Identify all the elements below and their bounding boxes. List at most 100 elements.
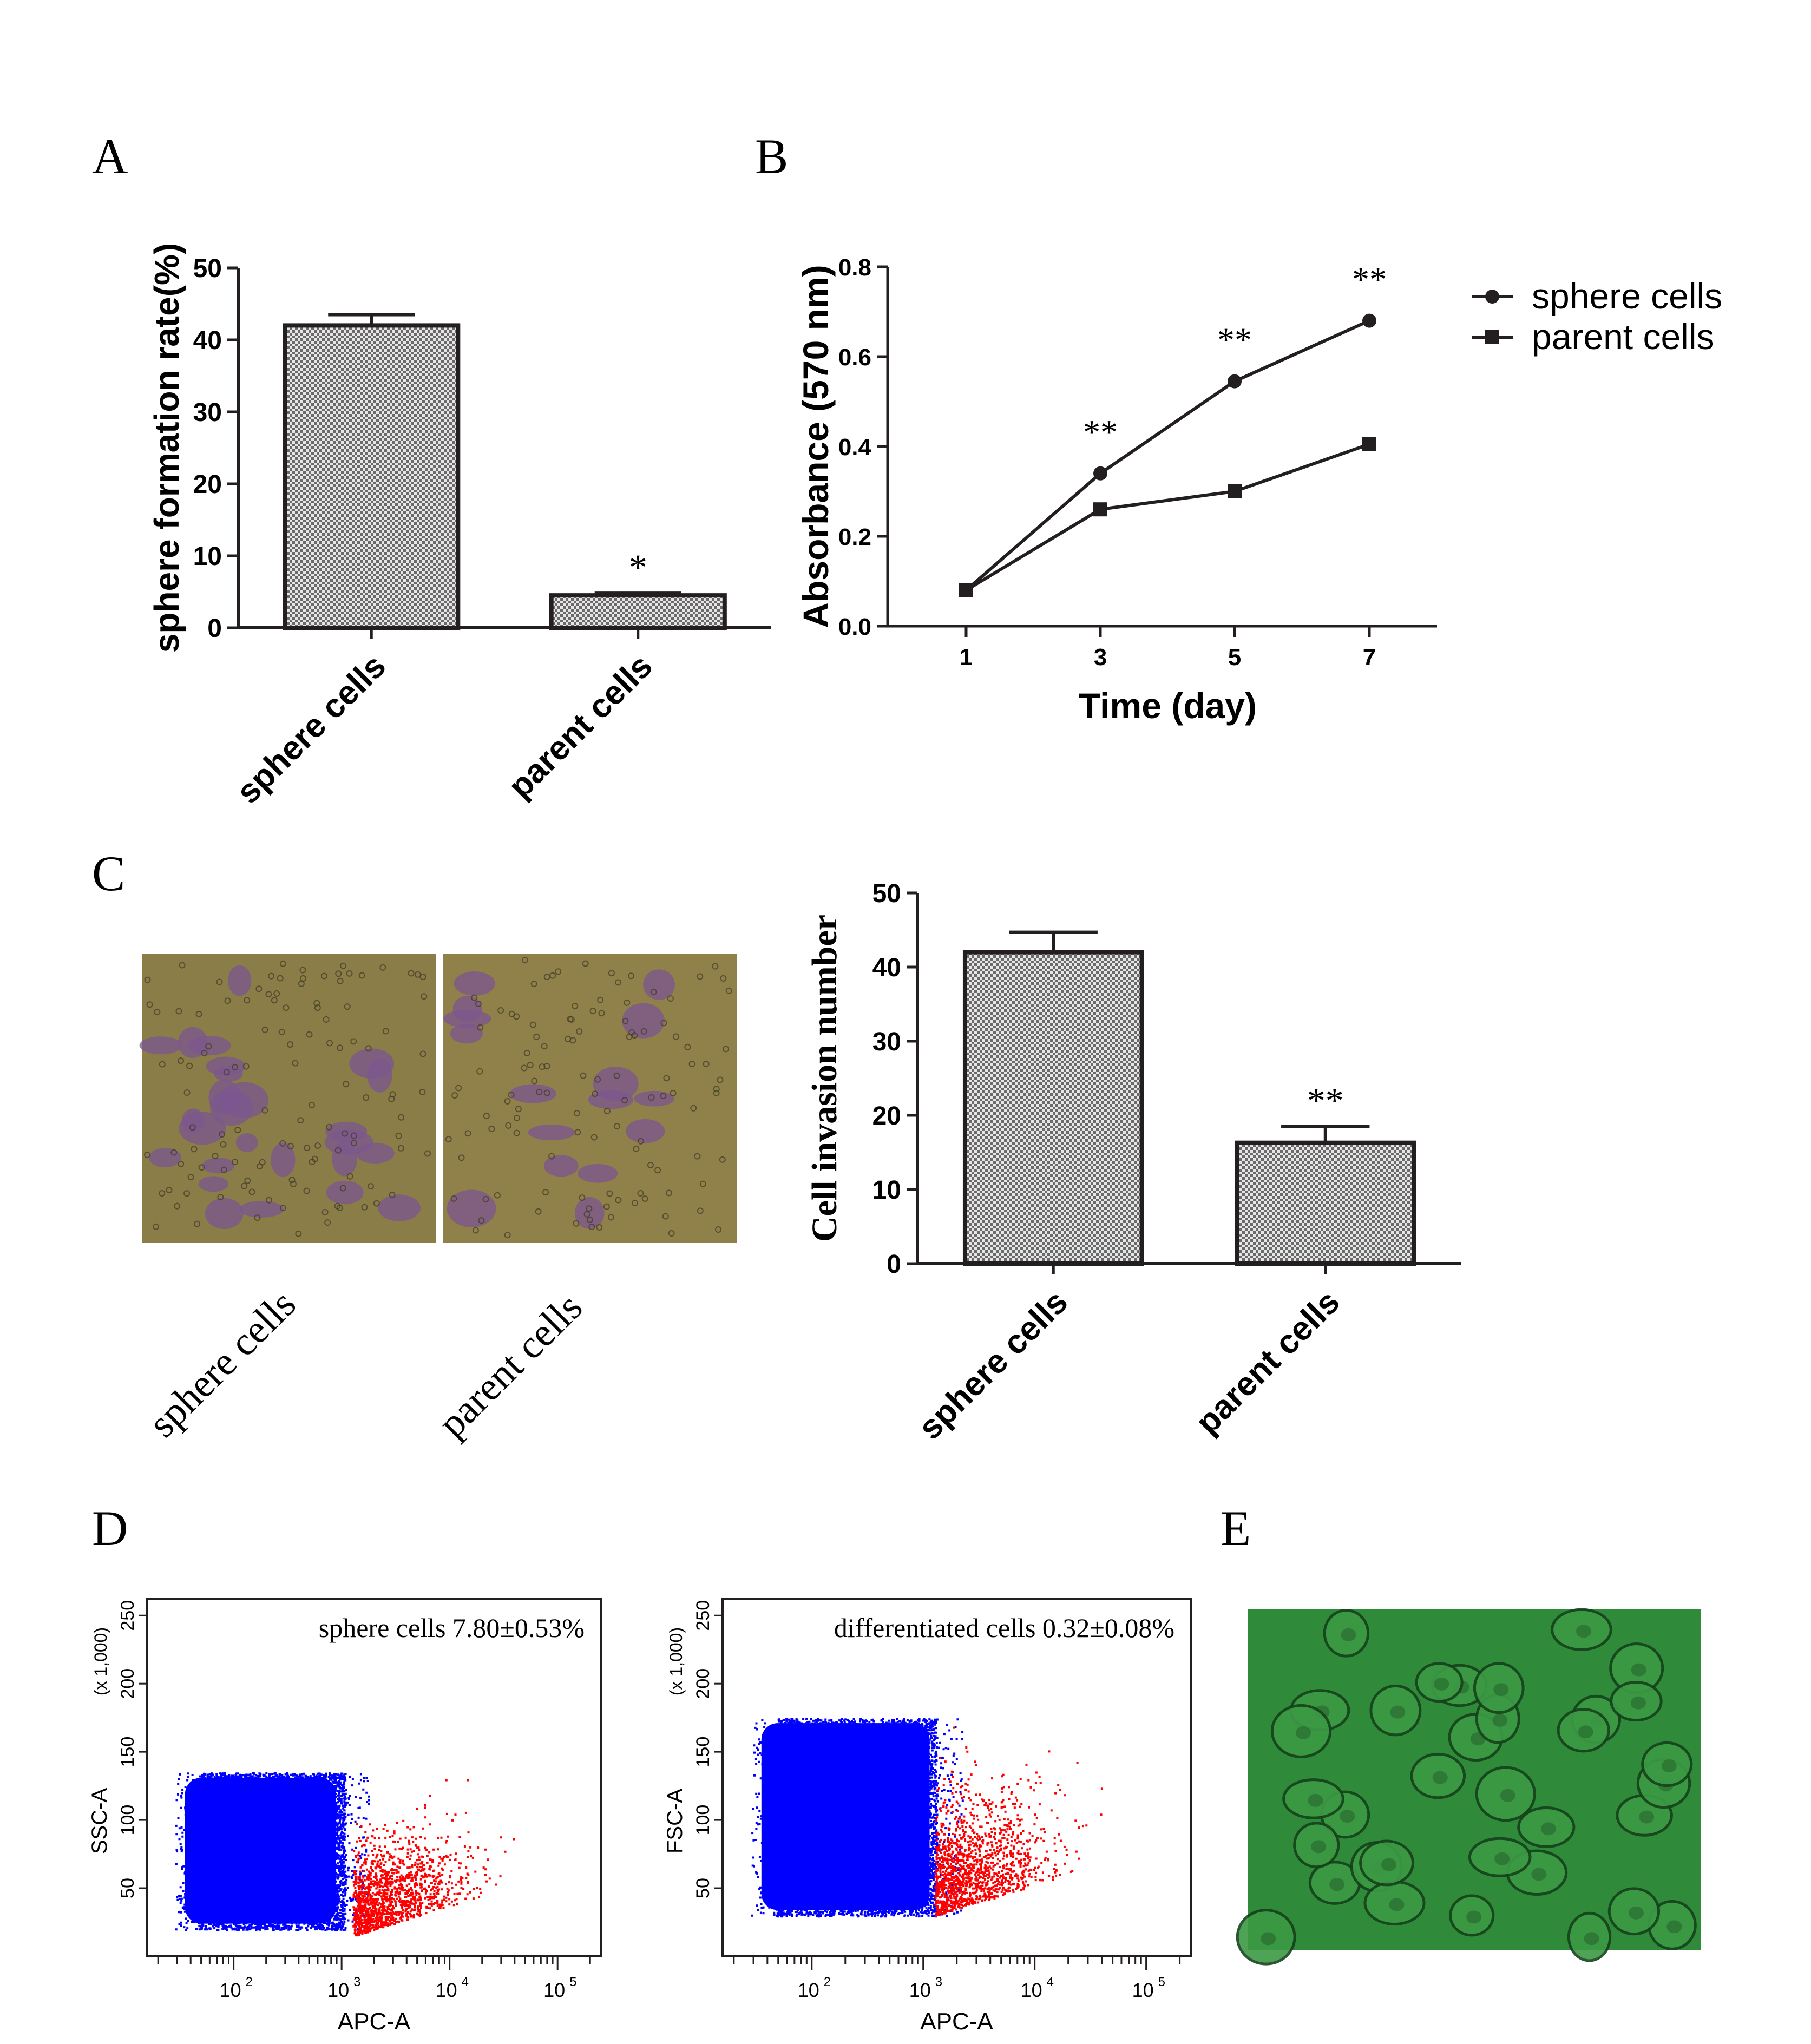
panel-label-e: E [1221, 1501, 1251, 1556]
cell-nucleus [1661, 1759, 1677, 1772]
membrane-pore [220, 1141, 227, 1148]
membrane-pore [170, 1149, 178, 1156]
panel-label-a: A [92, 129, 128, 184]
membrane-pore [603, 1108, 611, 1115]
gate-annotation: differentiated cells 0.32±0.08% [834, 1613, 1174, 1643]
membrane-pore [334, 1202, 341, 1210]
x-tick-exponent: 3 [935, 1975, 942, 1989]
cell-nucleus [1500, 1789, 1515, 1802]
membrane-pore [397, 1145, 404, 1152]
membrane-pore [421, 993, 428, 1000]
membrane-pore [279, 960, 286, 967]
membrane-pore [326, 1040, 333, 1047]
membrane-pore [608, 1214, 615, 1221]
membrane-pore [308, 1102, 315, 1109]
membrane-pore [694, 1153, 701, 1160]
stained-cell [178, 1027, 208, 1059]
data-point [1228, 374, 1242, 389]
membrane-pore [195, 1010, 202, 1017]
cell-nucleus [1628, 1906, 1644, 1920]
membrane-pore [505, 1122, 512, 1129]
membrane-pore [569, 1037, 576, 1044]
membrane-pore [373, 1200, 380, 1207]
cell-nucleus [1296, 1726, 1311, 1739]
membrane-pore [395, 1132, 402, 1139]
membrane-pore [205, 1043, 212, 1050]
membrane-pore [573, 1220, 580, 1227]
membrane-pore [187, 1174, 194, 1181]
membrane-pore [670, 1090, 677, 1097]
x-tick-exponent: 3 [353, 1975, 360, 1989]
panel-label-d: D [92, 1501, 128, 1556]
membrane-pore [586, 1216, 593, 1223]
membrane-pore [283, 1004, 290, 1011]
membrane-pore [255, 985, 263, 993]
membrane-pore [531, 1077, 538, 1085]
cell-nucleus [1639, 1810, 1655, 1824]
membrane-pore [662, 1213, 669, 1220]
membrane-pore [314, 1004, 321, 1011]
membrane-pore [714, 1226, 721, 1233]
membrane-pore [633, 1145, 640, 1152]
membrane-pore [216, 978, 223, 985]
membrane-pore [339, 1185, 346, 1192]
membrane-pore [424, 1150, 431, 1157]
membrane-pore [640, 1028, 647, 1035]
stained-cell [578, 1164, 618, 1183]
flow-cytometry-sphere-cells: sphere cells 7.80±0.53% 50 100 150 200 250 (x … [88, 1598, 602, 2035]
membrane-pore [603, 1203, 610, 1210]
cell-nucleus [1389, 1898, 1405, 1911]
membrane-pore [451, 1092, 458, 1099]
category-label: sphere cells [911, 1283, 1075, 1447]
stained-cell [593, 1067, 639, 1101]
y-tick-label: 30 [872, 1028, 901, 1056]
category-label: parent cells [1189, 1283, 1347, 1441]
cell-nucleus [1630, 1696, 1646, 1710]
membrane-pore [615, 1197, 622, 1204]
membrane-pore [590, 1134, 598, 1141]
stained-cell [181, 1108, 205, 1134]
population-main-core [761, 1723, 930, 1910]
membrane-pore [350, 1132, 357, 1139]
membrane-pore [699, 1180, 706, 1187]
membrane-pore [445, 1136, 452, 1143]
membrane-pore [464, 1130, 471, 1137]
membrane-pore [597, 996, 604, 1003]
bar [962, 950, 1144, 1266]
cell-nucleus [1261, 1932, 1276, 1946]
y-tick-label: 0.6 [838, 344, 871, 371]
membrane-pore [455, 1085, 462, 1092]
membrane-pore [648, 1094, 655, 1101]
membrane-pore [153, 1223, 160, 1230]
membrane-pore [323, 1016, 330, 1023]
membrane-pore [530, 981, 537, 988]
stained-cell [149, 1148, 181, 1168]
y-tick-label: 100 [693, 1805, 713, 1836]
y-tick-label: 50 [872, 879, 901, 908]
membrane-pore [144, 976, 151, 983]
membrane-pore [579, 1194, 586, 1201]
membrane-pore [273, 990, 280, 997]
membrane-pore [265, 1197, 272, 1204]
membrane-pore [555, 968, 562, 975]
membrane-pore [521, 1064, 528, 1072]
membrane-pore [548, 1153, 555, 1160]
stained-cell [454, 971, 495, 996]
sphere-formation-bar-chart: 0 10 20 30 40 50 sphere cells * parent cells sphe… [147, 243, 771, 811]
membrane-pore [476, 1068, 483, 1075]
legend-marker [1485, 290, 1499, 304]
x-tick-label: 10 [327, 1979, 349, 2001]
data-point [959, 583, 973, 597]
cell-nucleus [1492, 1713, 1508, 1727]
cell-nucleus [1434, 1677, 1449, 1691]
membrane-pore [660, 1020, 667, 1027]
membrane-pore [549, 972, 556, 979]
membrane-pore [231, 1159, 238, 1166]
membrane-pore [280, 1205, 287, 1212]
y-axis-label: FSC-A [663, 1789, 687, 1854]
membrane-pore [613, 1123, 620, 1130]
x-tick-label: 1 [960, 644, 973, 671]
membrane-pore [288, 1177, 296, 1184]
membrane-pore [261, 1107, 268, 1114]
membrane-pore [637, 1138, 644, 1145]
